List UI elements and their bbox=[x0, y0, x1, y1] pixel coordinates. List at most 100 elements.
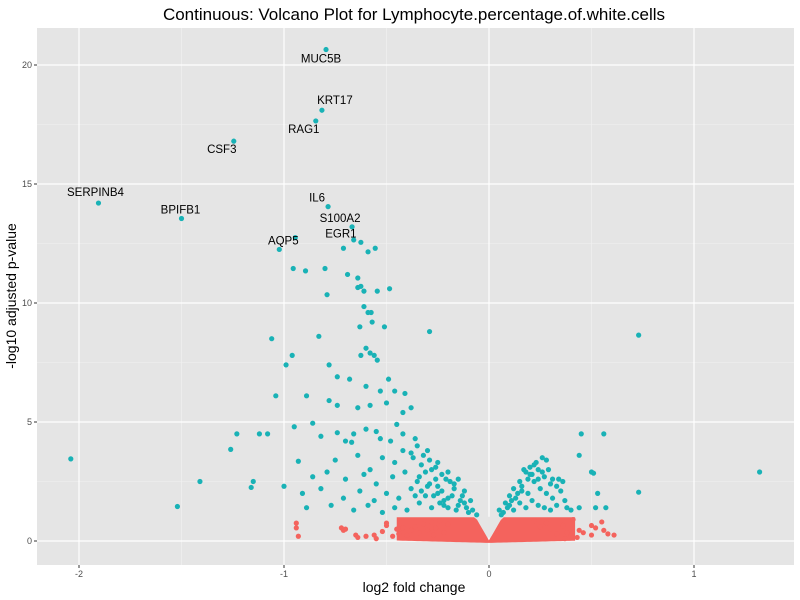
data-point-labeled bbox=[349, 224, 355, 230]
data-point-not-significant bbox=[611, 532, 617, 538]
data-point-significant bbox=[340, 495, 347, 501]
data-point-not-significant bbox=[562, 536, 568, 542]
data-point-not-significant bbox=[570, 516, 576, 523]
data-point-significant bbox=[527, 464, 533, 470]
data-point-significant bbox=[392, 388, 398, 394]
x-tick-label: 1 bbox=[691, 569, 696, 579]
data-point-significant bbox=[418, 488, 424, 494]
data-point-significant bbox=[324, 469, 330, 475]
data-point-significant bbox=[310, 420, 316, 426]
data-point-significant bbox=[402, 469, 408, 475]
data-point-significant bbox=[383, 400, 390, 406]
data-point-not-significant bbox=[588, 532, 595, 538]
data-point-significant bbox=[408, 405, 414, 411]
data-point-significant bbox=[322, 265, 328, 272]
y-axis-title: -log10 adjusted p-value bbox=[3, 223, 19, 369]
data-point-significant bbox=[422, 493, 429, 499]
data-point-significant bbox=[256, 431, 262, 437]
non-significant-cloud bbox=[396, 516, 576, 543]
data-point-significant bbox=[410, 455, 416, 461]
data-point-significant bbox=[531, 462, 537, 468]
data-point-significant bbox=[506, 493, 513, 499]
data-point-significant bbox=[388, 438, 394, 444]
data-point-significant bbox=[269, 336, 275, 342]
data-point-not-significant bbox=[416, 530, 422, 536]
data-point-significant bbox=[549, 476, 556, 482]
data-point-significant bbox=[367, 350, 373, 356]
data-point-significant bbox=[429, 505, 435, 511]
data-point-significant bbox=[250, 478, 256, 485]
data-point-significant bbox=[537, 486, 543, 492]
data-point-not-significant bbox=[593, 525, 599, 531]
data-point-significant bbox=[437, 500, 443, 506]
y-tick-label: 15 bbox=[22, 179, 32, 189]
x-tick-label: -1 bbox=[280, 569, 288, 579]
data-point-significant bbox=[365, 249, 371, 255]
data-point-significant bbox=[453, 507, 459, 513]
data-point-significant bbox=[601, 431, 607, 437]
data-point-significant bbox=[455, 502, 461, 508]
data-point-significant bbox=[431, 493, 437, 499]
data-point-significant bbox=[355, 452, 361, 458]
data-point-significant bbox=[543, 490, 550, 496]
data-point-significant bbox=[347, 376, 353, 382]
plot-panel bbox=[37, 28, 794, 565]
data-point-significant bbox=[510, 486, 517, 492]
data-point-significant bbox=[361, 288, 367, 294]
data-point-labeled bbox=[231, 138, 237, 144]
data-point-significant bbox=[541, 474, 547, 480]
data-point-significant bbox=[349, 439, 355, 445]
data-point-significant bbox=[367, 402, 373, 408]
data-point-not-significant bbox=[390, 533, 396, 539]
data-point-not-significant bbox=[445, 521, 451, 527]
data-point-not-significant bbox=[429, 519, 435, 525]
data-point-significant bbox=[422, 469, 429, 475]
data-point-labeled bbox=[178, 215, 185, 222]
data-point-significant bbox=[174, 503, 180, 510]
data-point-significant bbox=[402, 390, 408, 397]
gene-label: EGR1 bbox=[325, 228, 356, 240]
data-point-significant bbox=[381, 324, 388, 330]
data-point-significant bbox=[289, 352, 295, 358]
gene-label: IL6 bbox=[309, 193, 325, 205]
data-point-significant bbox=[420, 452, 426, 458]
data-point-not-significant bbox=[355, 534, 361, 541]
data-point-significant bbox=[517, 500, 523, 506]
data-point-not-significant bbox=[293, 520, 299, 526]
data-point-not-significant bbox=[293, 525, 299, 531]
data-point-significant bbox=[451, 486, 457, 492]
data-point-significant bbox=[539, 469, 545, 475]
data-point-significant bbox=[545, 467, 552, 473]
data-point-significant bbox=[358, 352, 364, 358]
data-point-not-significant bbox=[574, 534, 580, 541]
data-point-significant bbox=[332, 457, 338, 463]
data-point-significant bbox=[379, 455, 385, 461]
data-point-significant bbox=[554, 502, 560, 508]
gene-label: MUC5B bbox=[301, 54, 342, 66]
data-point-significant bbox=[416, 474, 422, 480]
data-point-significant bbox=[500, 509, 506, 516]
data-point-significant bbox=[377, 388, 383, 394]
data-point-significant bbox=[558, 488, 564, 494]
data-point-significant bbox=[515, 490, 521, 496]
data-point-significant bbox=[496, 507, 502, 513]
non-significant-points bbox=[293, 516, 617, 542]
data-point-significant bbox=[390, 474, 396, 480]
data-point-significant bbox=[408, 450, 414, 456]
data-point-not-significant bbox=[601, 527, 607, 533]
data-point-not-significant bbox=[412, 524, 418, 530]
data-point-labeled bbox=[95, 200, 102, 206]
data-point-significant bbox=[374, 288, 380, 294]
data-point-significant bbox=[445, 469, 451, 475]
data-point-significant bbox=[603, 505, 609, 511]
data-point-not-significant bbox=[394, 526, 400, 532]
data-point-significant bbox=[465, 509, 472, 516]
data-point-significant bbox=[342, 438, 349, 444]
data-point-not-significant bbox=[404, 532, 410, 538]
data-point-significant bbox=[316, 333, 322, 339]
non-significant-band bbox=[396, 517, 576, 543]
data-point-not-significant bbox=[441, 530, 447, 536]
data-point-significant bbox=[414, 478, 420, 485]
data-point-significant bbox=[324, 292, 330, 298]
data-point-significant bbox=[424, 447, 431, 454]
